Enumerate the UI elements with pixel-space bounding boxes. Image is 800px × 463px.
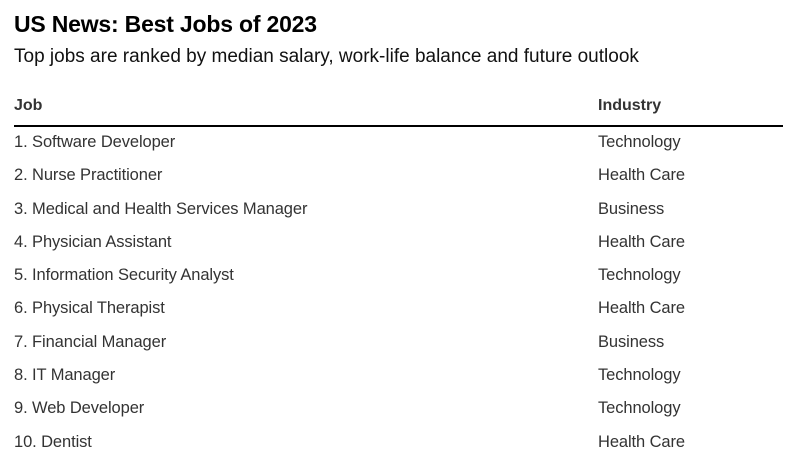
table-row: 7. Financial Manager Business	[14, 327, 783, 360]
cell-job: 3. Medical and Health Services Manager	[14, 199, 308, 218]
cell-industry: Business	[598, 199, 665, 218]
cell-industry: Health Care	[598, 432, 685, 451]
table-row: 4. Physician Assistant Health Care	[14, 227, 783, 260]
cell-industry: Health Care	[598, 232, 685, 251]
table-row: 5. Information Security Analyst Technolog…	[14, 260, 783, 293]
cell-job: 4. Physician Assistant	[14, 232, 172, 251]
table-row: 2. Nurse Practitioner Health Care	[14, 160, 783, 193]
jobs-table: Job Industry 1. Software Developer Techno…	[14, 92, 783, 460]
cell-job: 8. IT Manager	[14, 366, 116, 385]
table-row: 8. IT Manager Technology	[14, 360, 783, 393]
cell-job: 9. Web Developer	[14, 399, 145, 418]
cell-industry: Technology	[598, 133, 681, 151]
table-header-row: Job Industry	[14, 92, 783, 127]
cell-job: 2. Nurse Practitioner	[14, 166, 163, 185]
chart-subtitle: Top jobs are ranked by median salary, wo…	[14, 46, 639, 67]
cell-industry: Technology	[598, 366, 681, 385]
table-row: 10. Dentist Health Care	[14, 427, 783, 460]
cell-job: 10. Dentist	[14, 432, 92, 451]
table-row: 6. Physical Therapist Health Care	[14, 293, 783, 326]
chart-title: US News: Best Jobs of 2023	[14, 11, 317, 37]
cell-industry: Health Care	[598, 299, 685, 318]
table-row: 3. Medical and Health Services Manager Bu…	[14, 194, 783, 227]
cell-job: 5. Information Security Analyst	[14, 266, 234, 285]
column-header-job: Job	[14, 97, 43, 114]
cell-industry: Technology	[598, 399, 681, 418]
cell-industry: Health Care	[598, 166, 685, 185]
cell-industry: Technology	[598, 266, 681, 285]
table-body: 1. Software Developer Technology 2. Nurse …	[14, 127, 783, 460]
table-row: 9. Web Developer Technology	[14, 393, 783, 426]
cell-job: 1. Software Developer	[14, 133, 176, 151]
cell-job: 6. Physical Therapist	[14, 299, 165, 318]
cell-job: 7. Financial Manager	[14, 332, 167, 351]
column-header-industry: Industry	[598, 97, 662, 114]
table-row: 1. Software Developer Technology	[14, 127, 783, 160]
cell-industry: Business	[598, 332, 665, 351]
